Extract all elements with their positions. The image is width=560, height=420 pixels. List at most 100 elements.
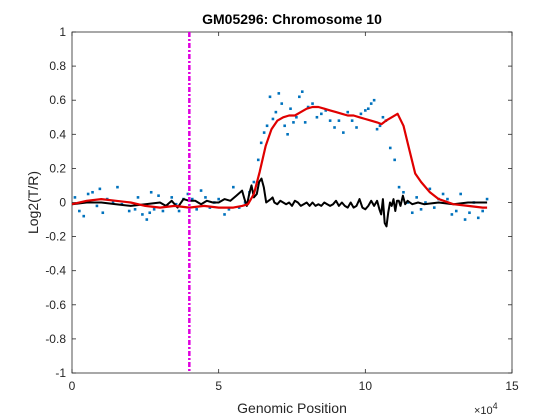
data-point [277, 92, 281, 95]
ticks-group: 10.80.60.40.20-0.2-0.4-0.6-0.8-10 5 10 15 [45, 25, 519, 393]
data-point [355, 126, 358, 129]
data-point [157, 194, 160, 197]
y-tick-label: -0.8 [45, 332, 66, 346]
data-point [227, 208, 231, 211]
data-point [149, 190, 153, 194]
data-point [375, 127, 379, 131]
x-axis-exponent-power: 4 [493, 401, 498, 411]
y-tick-label: 0.2 [49, 161, 66, 175]
data-point [463, 218, 467, 221]
data-point [78, 209, 81, 213]
x-tick-label: 0 [69, 379, 76, 393]
series-layer [71, 90, 489, 228]
data-point [82, 214, 86, 218]
data-point [217, 197, 220, 201]
labels-layer: GM05296: Chromosome 10 Genomic Position … [25, 11, 498, 417]
y-axis-label: Log2(T/R) [25, 171, 41, 234]
y-tick-label: 0 [59, 196, 66, 210]
data-point [388, 146, 392, 150]
data-point [333, 126, 336, 129]
series-line-red [71, 105, 488, 209]
data-point [303, 121, 307, 124]
x-axis-label: Genomic Position [237, 400, 347, 416]
plot-area: 10.80.60.40.20-0.2-0.4-0.6-0.8-10 5 10 15 [45, 25, 519, 393]
data-point [256, 158, 260, 162]
data-point [342, 131, 345, 134]
data-point [101, 211, 105, 215]
data-point [133, 208, 137, 211]
data-point [306, 105, 310, 109]
data-point [381, 115, 385, 119]
data-point [86, 192, 90, 196]
data-point [283, 124, 286, 128]
data-point [359, 112, 363, 116]
data-point [177, 209, 181, 213]
data-point [95, 204, 99, 208]
data-point [372, 98, 376, 102]
data-point [419, 208, 423, 211]
x-tick-label: 15 [505, 379, 519, 393]
data-point [148, 211, 152, 215]
data-point [152, 208, 156, 211]
data-point [346, 110, 350, 114]
data-point [406, 201, 410, 204]
data-point [320, 112, 323, 116]
data-point [186, 192, 190, 196]
y-tick-label: -0.2 [45, 230, 66, 244]
y-tick-label: 0.8 [49, 59, 66, 73]
data-point [170, 196, 174, 199]
data-point [350, 119, 354, 122]
data-point [328, 119, 332, 122]
chart-title: GM05296: Chromosome 10 [202, 11, 382, 27]
y-tick-label: 1 [59, 25, 66, 39]
data-point [232, 185, 235, 189]
data-point [428, 187, 432, 191]
data-point [324, 109, 328, 112]
data-point [485, 197, 489, 201]
data-point [199, 189, 203, 192]
data-point [450, 213, 454, 216]
data-point [337, 119, 341, 122]
data-point [268, 95, 272, 99]
data-point [369, 102, 373, 105]
y-tick-label: -0.4 [45, 264, 66, 278]
data-point [415, 196, 418, 199]
x-tick-label: 10 [359, 379, 373, 393]
y-tick-label: -0.6 [45, 298, 66, 312]
data-point [127, 209, 131, 213]
data-point [73, 196, 77, 199]
data-point [174, 202, 178, 206]
data-point [402, 190, 405, 194]
data-point [116, 185, 119, 189]
data-point [259, 141, 263, 145]
data-point [161, 209, 165, 213]
data-point [190, 197, 194, 201]
data-point [298, 95, 301, 99]
data-point [136, 196, 140, 199]
x-tick-label: 5 [215, 379, 222, 393]
data-point [476, 216, 480, 220]
data-point [364, 109, 367, 112]
data-point [300, 90, 304, 93]
data-point [145, 218, 149, 221]
data-point [252, 180, 256, 184]
data-point [441, 192, 445, 196]
data-point [397, 185, 401, 189]
x-axis-exponent: ×104 [474, 401, 498, 417]
data-point [424, 201, 427, 204]
data-point [262, 131, 266, 134]
y-tick-label: 0.4 [49, 127, 66, 141]
data-point [468, 211, 471, 215]
data-point [141, 213, 144, 216]
data-point [366, 107, 370, 111]
data-point [91, 190, 94, 194]
series-line-black [71, 177, 488, 228]
y-tick-label: -1 [55, 366, 66, 380]
data-point [315, 115, 319, 119]
data-point [481, 209, 484, 213]
data-point [311, 102, 314, 105]
x-axis-exponent-base: ×10 [474, 405, 493, 417]
data-point [454, 209, 458, 213]
data-point [265, 124, 269, 128]
data-point [286, 133, 289, 136]
